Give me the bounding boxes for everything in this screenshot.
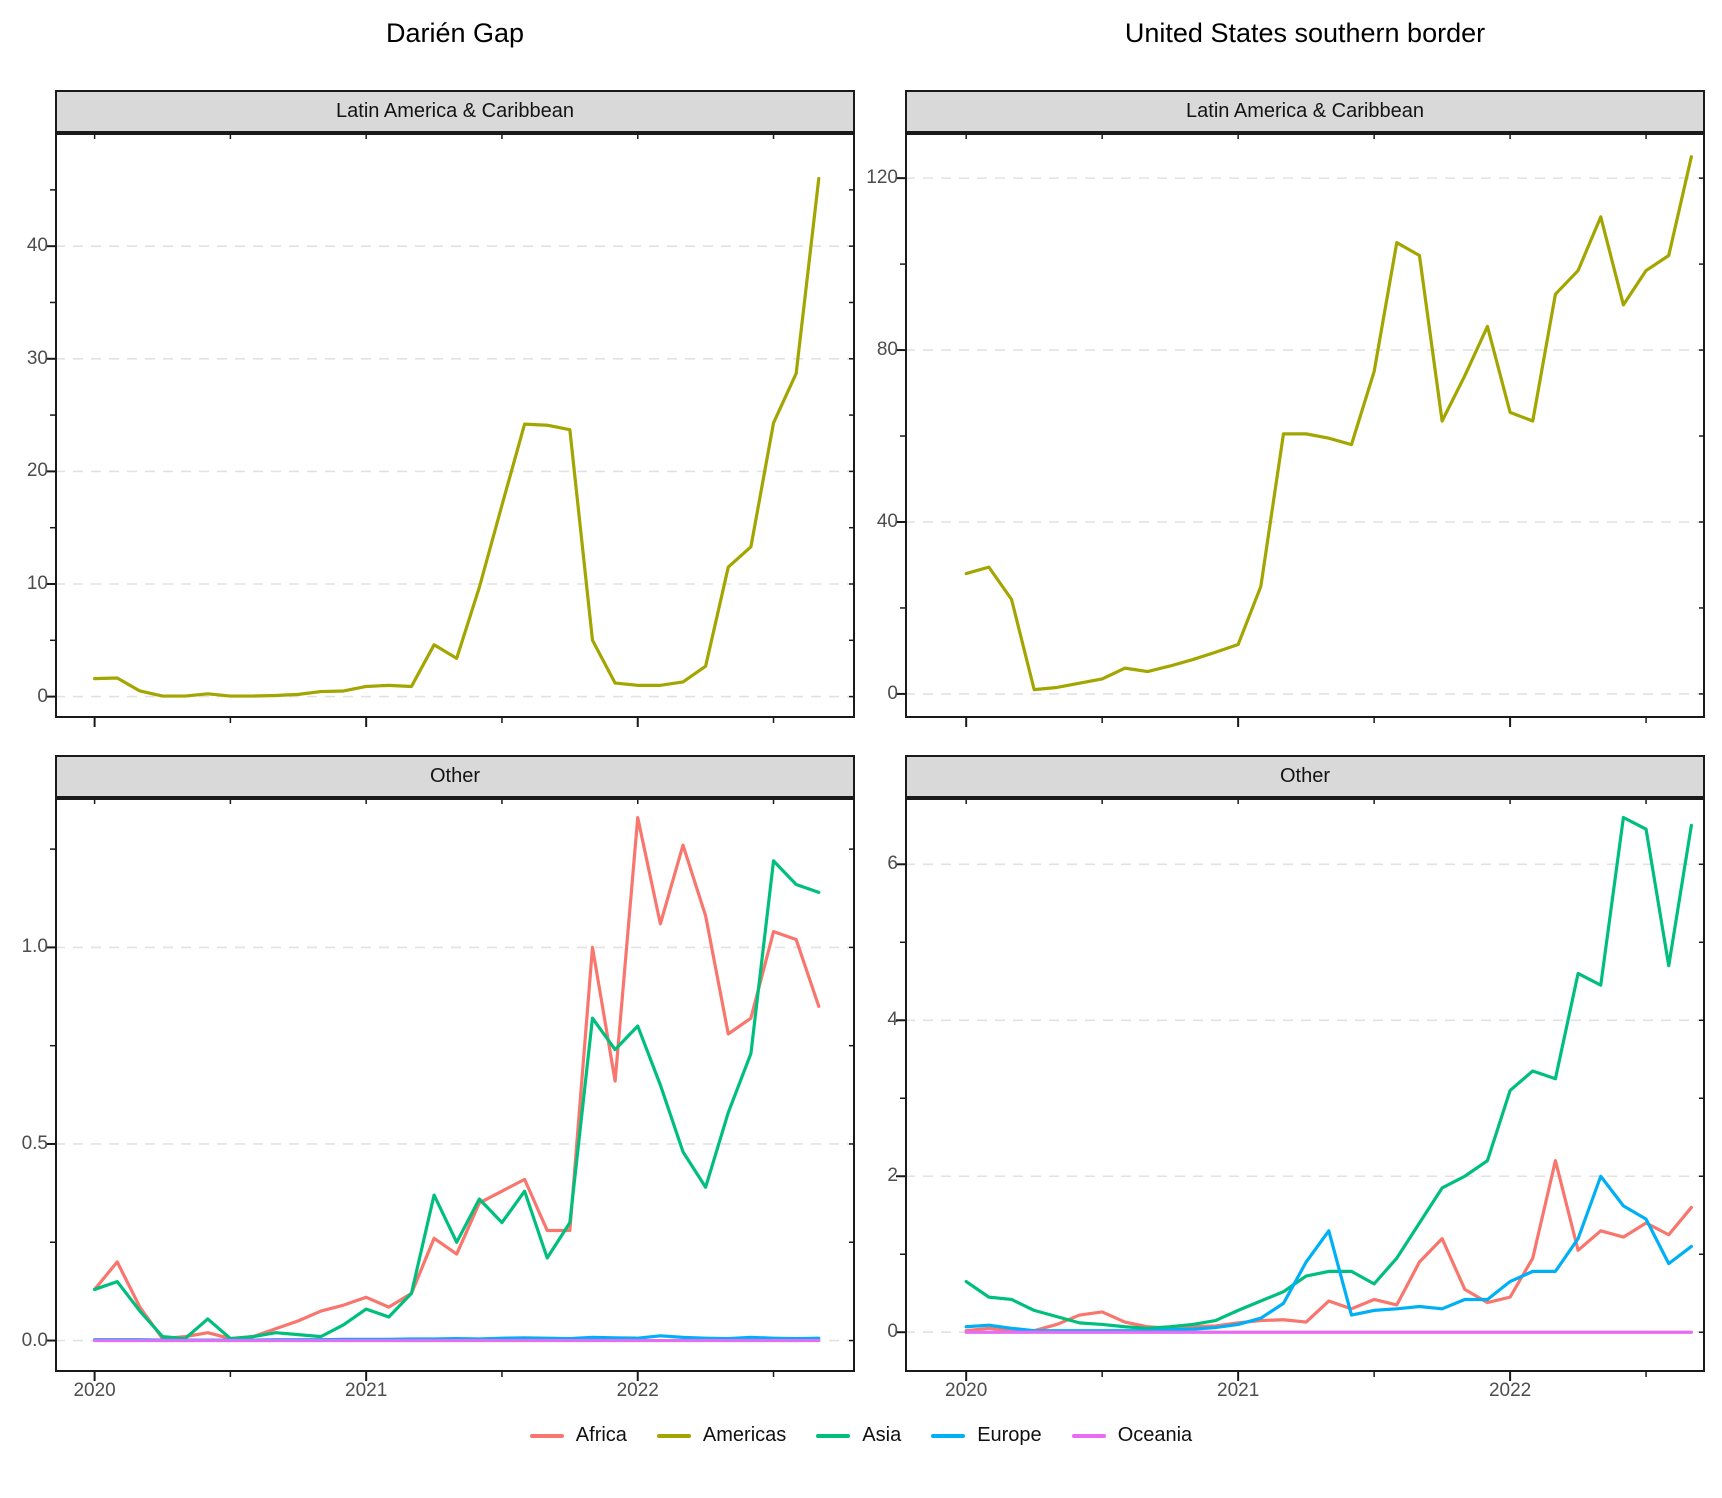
facet-strip-lac-right: Latin America & Caribbean	[905, 90, 1705, 133]
y-axis-tick-label: 80	[876, 339, 898, 361]
y-axis-tick-label: 10	[26, 572, 48, 594]
facet-strip-lac-left: Latin America & Caribbean	[55, 90, 855, 133]
legend-label: Europe	[977, 1424, 1042, 1446]
x-axis-tick-label: 2021	[345, 1380, 388, 1401]
x-axis-tick-label: 2021	[1217, 1380, 1260, 1401]
y-axis-tick-label: 20	[26, 460, 48, 482]
chart-title-us-southern-border: United States southern border	[1124, 18, 1486, 48]
legend-item-europe: Europe	[931, 1424, 1042, 1447]
y-axis-tick-label: 0.0	[21, 1329, 48, 1351]
line-africa	[92, 816, 821, 1341]
y-axis-tick-label: 0.5	[21, 1132, 48, 1154]
x-axis-tick-label: 2022	[616, 1380, 659, 1401]
chart-title-darien-gap: Darién Gap	[385, 18, 525, 48]
y-axis-tick-label: 40	[26, 235, 48, 257]
panel-us-border-other	[896, 798, 1705, 1381]
facet-strip-other-right: Other	[905, 755, 1705, 798]
y-axis-tick-label: 0	[887, 682, 898, 704]
legend-item-americas: Americas	[656, 1424, 787, 1447]
y-axis-tick-label: 120	[866, 167, 898, 189]
y-axis-tick-label: 0	[37, 685, 48, 707]
legend: Africa Americas Asia Europe Oceania	[0, 1424, 1722, 1447]
panel-us-border-lac	[896, 133, 1705, 727]
y-axis-tick-label: 30	[26, 347, 48, 369]
legend-item-asia: Asia	[816, 1424, 901, 1447]
panel-darien-gap-other	[46, 798, 855, 1381]
y-axis-tick-label: 6	[887, 853, 898, 875]
line-asia	[964, 815, 1694, 1330]
legend-label: Asia	[862, 1424, 902, 1446]
y-axis-tick-label: 4	[887, 1009, 898, 1031]
x-axis-tick-label: 2022	[1488, 1380, 1532, 1401]
facet-strip-other-left: Other	[55, 755, 855, 798]
legend-line-swatch-europe	[931, 1433, 966, 1438]
legend-label: Americas	[702, 1424, 787, 1446]
y-axis-tick-label: 40	[876, 510, 898, 532]
x-axis-tick-label: 2020	[945, 1380, 988, 1401]
line-americas	[92, 177, 821, 698]
legend-label: Oceania	[1117, 1424, 1193, 1446]
panel-darien-gap-lac	[46, 133, 855, 727]
legend-item-africa: Africa	[529, 1424, 627, 1447]
legend-line-swatch-africa	[529, 1433, 564, 1438]
line-americas	[964, 155, 1694, 692]
legend-label: Africa	[575, 1424, 627, 1446]
line-asia	[92, 859, 821, 1341]
line-africa	[964, 1159, 1694, 1333]
y-axis-tick-label: 2	[887, 1165, 898, 1187]
x-axis-tick-label: 2020	[73, 1380, 116, 1401]
y-axis-tick-label: 0	[887, 1321, 898, 1343]
y-axis-tick-label: 1.0	[21, 936, 48, 958]
legend-line-swatch-asia	[816, 1433, 851, 1438]
legend-line-swatch-americas	[656, 1433, 691, 1438]
legend-line-swatch-oceania	[1071, 1433, 1106, 1438]
legend-item-oceania: Oceania	[1071, 1424, 1193, 1447]
